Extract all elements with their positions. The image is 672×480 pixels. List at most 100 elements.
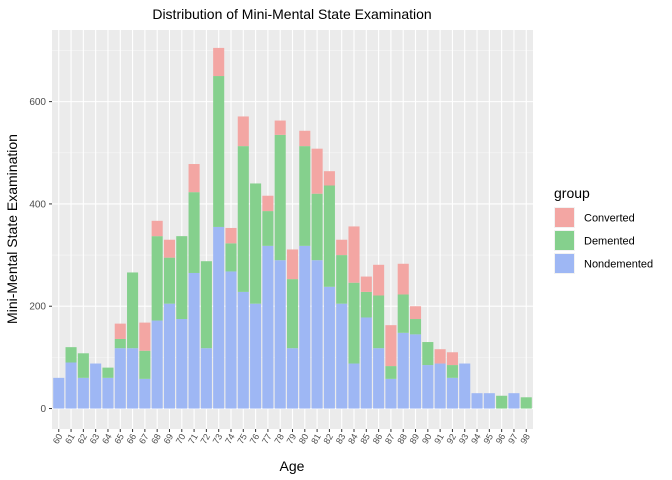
x-tick-label: 95 [481, 432, 495, 446]
x-tick-label: 88 [395, 432, 409, 446]
legend-swatch-demented [555, 231, 574, 250]
bar-converted-80 [299, 130, 311, 147]
x-tick-label: 78 [272, 432, 286, 446]
bar-converted-86 [373, 264, 385, 296]
bar-demented-85 [360, 291, 372, 318]
y-axis-label: Mini-Mental State Examination [4, 134, 20, 324]
legend-title: group [554, 185, 590, 201]
x-tick-label: 81 [309, 432, 323, 446]
bar-converted-87 [385, 325, 397, 367]
x-tick-label: 97 [506, 432, 520, 446]
x-tick-label: 68 [149, 432, 163, 446]
bar-nondemented-86 [373, 348, 385, 409]
bar-nondemented-69 [163, 303, 176, 409]
bar-nondemented-85 [360, 317, 372, 409]
bar-demented-81 [311, 193, 323, 261]
x-tick-label: 98 [518, 432, 532, 446]
legend-label-nondemented: Nondemented [584, 259, 653, 271]
legend-swatch-nondemented [555, 254, 574, 273]
x-tick-label: 63 [88, 432, 102, 446]
bar-converted-69 [163, 239, 176, 258]
x-tick-label: 64 [100, 432, 114, 446]
x-tick-label: 67 [137, 432, 151, 446]
bar-nondemented-84 [348, 363, 360, 409]
bar-nondemented-93 [459, 363, 471, 409]
bar-converted-67 [139, 322, 151, 351]
bar-demented-65 [114, 338, 126, 349]
bar-nondemented-83 [336, 303, 348, 409]
x-tick-label: 72 [198, 432, 212, 446]
bar-nondemented-72 [200, 348, 212, 409]
x-tick-label: 80 [297, 432, 311, 446]
bar-demented-62 [77, 353, 89, 378]
x-tick-label: 60 [51, 432, 65, 446]
bar-converted-84 [348, 226, 360, 283]
y-tick-label: 200 [29, 302, 46, 313]
x-tick-label: 65 [112, 432, 126, 446]
y-tick-label: 600 [29, 97, 46, 108]
bar-nondemented-79 [286, 348, 299, 409]
bar-demented-82 [323, 185, 335, 287]
legend-label-converted: Converted [584, 213, 635, 225]
bar-converted-78 [274, 120, 286, 135]
x-tick-label: 61 [63, 432, 77, 446]
bar-converted-75 [237, 116, 249, 147]
bar-nondemented-75 [237, 291, 249, 409]
x-tick-label: 84 [346, 432, 360, 446]
x-tick-label: 91 [432, 432, 446, 446]
bar-nondemented-63 [90, 363, 102, 409]
chart-title: Distribution of Mini-Mental State Examin… [152, 6, 431, 22]
bar-demented-90 [422, 342, 434, 366]
x-tick-label: 82 [321, 432, 335, 446]
bar-nondemented-66 [127, 348, 139, 409]
bar-nondemented-61 [65, 362, 77, 409]
bar-demented-78 [274, 134, 286, 261]
bar-converted-89 [409, 306, 422, 320]
bar-demented-77 [262, 211, 274, 246]
bar-demented-89 [409, 319, 422, 335]
y-tick-label: 0 [40, 404, 46, 415]
bar-converted-77 [262, 195, 274, 212]
bar-demented-83 [336, 255, 348, 304]
bar-nondemented-89 [409, 334, 422, 409]
bar-nondemented-81 [311, 260, 323, 409]
bar-demented-75 [237, 146, 249, 292]
bar-demented-68 [151, 236, 163, 321]
x-tick-label: 74 [223, 432, 237, 446]
x-tick-label: 77 [260, 432, 274, 446]
x-tick-label: 71 [186, 432, 200, 446]
x-axis: 6061626364656667686970717273747576777879… [51, 429, 532, 446]
bar-nondemented-76 [250, 303, 262, 409]
x-tick-label: 70 [174, 432, 188, 446]
bar-demented-86 [373, 295, 385, 349]
x-tick-label: 90 [420, 432, 434, 446]
bar-nondemented-91 [434, 363, 446, 409]
y-tick-label: 400 [29, 199, 46, 210]
legend-swatch-converted [555, 208, 574, 227]
bar-demented-67 [139, 350, 151, 379]
bar-nondemented-73 [213, 226, 225, 409]
bar-demented-66 [127, 272, 139, 349]
x-tick-label: 62 [75, 432, 89, 446]
bar-nondemented-64 [102, 377, 114, 409]
bar-nondemented-88 [397, 332, 409, 409]
legend: group Converted Demented Nondemented [554, 185, 653, 274]
x-tick-label: 93 [457, 432, 471, 446]
bar-demented-76 [250, 183, 262, 304]
x-tick-label: 79 [285, 432, 299, 446]
bar-demented-73 [213, 76, 225, 227]
bar-converted-82 [323, 171, 335, 186]
x-tick-label: 94 [469, 432, 483, 446]
x-axis-label: Age [280, 458, 305, 474]
bar-nondemented-71 [188, 272, 200, 409]
bar-demented-87 [385, 366, 397, 379]
y-axis: 0 200 400 600 [29, 97, 52, 415]
bar-nondemented-70 [176, 319, 188, 409]
bar-nondemented-74 [225, 271, 237, 409]
bar-demented-84 [348, 282, 360, 364]
bar-demented-70 [176, 236, 188, 320]
x-tick-label: 96 [494, 432, 508, 446]
bar-nondemented-77 [262, 245, 274, 409]
bar-nondemented-87 [385, 378, 397, 409]
